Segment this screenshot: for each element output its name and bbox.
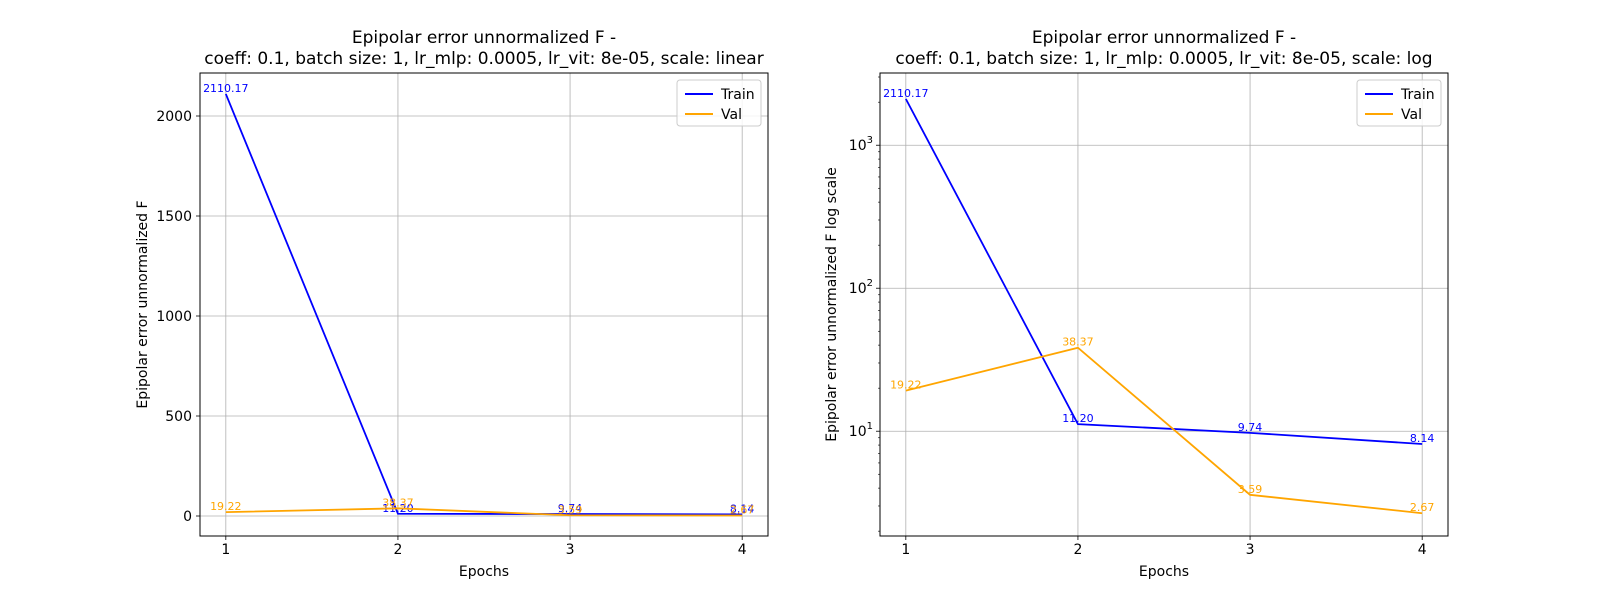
legend-label-train: Train	[720, 87, 755, 103]
x-tick-label: 3	[566, 542, 575, 558]
x-tick-label: 2	[1073, 542, 1082, 558]
legend-label-val: Val	[721, 107, 742, 123]
y-tick-label: 102	[849, 278, 873, 297]
data-label: 2110.17	[883, 87, 929, 100]
x-ticks: 1 2 3 4	[901, 536, 1427, 558]
chart-title: Epipolar error unnormalized F -	[1032, 28, 1296, 48]
y-tick-label: 0	[183, 509, 192, 525]
data-label: 3.59	[1238, 483, 1263, 496]
y-ticks: 0 500 1000 1500 2000	[156, 109, 200, 525]
chart-panel-1: 1 2 3 4 0 500 1000 1500 2000 Epochs Epipolar error…	[135, 28, 769, 580]
legend: Train Val	[1356, 79, 1442, 127]
x-tick-label: 3	[1246, 542, 1255, 558]
data-label: 2110.17	[203, 82, 249, 95]
grid	[200, 73, 768, 536]
y-tick-label: 1000	[156, 309, 192, 325]
series-line-val	[225, 507, 743, 517]
y-tick-label: 2000	[156, 109, 192, 125]
data-label: 8.14	[1410, 432, 1435, 445]
series-line-train	[905, 98, 1423, 445]
chart-subtitle: coeff: 0.1, batch size: 1, lr_mlp: 0.000…	[204, 49, 763, 69]
chart-panel-2: 1 2 3 4 101 102 103 Epochs Epipolar error unnorm…	[824, 28, 1449, 580]
grid	[880, 73, 1448, 536]
x-tick-label: 4	[1418, 542, 1427, 558]
legend: Train Val	[676, 79, 762, 127]
series-line-train	[224, 93, 743, 516]
chart-title: Epipolar error unnormalized F -	[352, 28, 616, 48]
x-axis-label: Epochs	[459, 564, 509, 580]
y-tick-label: 103	[849, 135, 873, 154]
y-ticks: 101 102 103	[849, 135, 880, 440]
y-axis-label: Epipolar error unnormalized F	[135, 200, 151, 408]
axes-frame	[879, 72, 1449, 537]
series-val: 19.22 38.37 3.59 2.67	[890, 336, 1434, 515]
x-ticks: 1 2 3 4	[221, 536, 747, 558]
data-label: 8.14	[730, 502, 755, 515]
x-tick-label: 4	[738, 542, 747, 558]
data-label: 2.67	[1410, 501, 1435, 514]
axes-frame	[199, 72, 769, 537]
series-val: 19.22 38.37 3.59 2.67	[210, 496, 754, 516]
x-tick-label: 2	[393, 542, 402, 558]
data-label: 2.67	[730, 503, 755, 516]
legend-label-val: Val	[1401, 107, 1422, 123]
legend-label-train: Train	[1400, 87, 1435, 103]
chart-subtitle: coeff: 0.1, batch size: 1, lr_mlp: 0.000…	[895, 49, 1432, 69]
data-label: 38.37	[382, 496, 414, 509]
y-tick-label: 101	[849, 421, 873, 440]
series-line-val	[905, 346, 1423, 515]
data-label: 19.22	[210, 500, 242, 513]
x-axis-label: Epochs	[1139, 564, 1189, 580]
y-tick-label: 500	[165, 409, 192, 425]
data-label: 19.22	[890, 379, 922, 392]
data-label: 9.74	[1238, 421, 1263, 434]
data-label: 11.20	[1062, 412, 1094, 425]
data-label: 9.74	[558, 502, 583, 515]
x-tick-label: 1	[221, 542, 230, 558]
y-tick-label: 1500	[156, 209, 192, 225]
x-tick-label: 1	[901, 542, 910, 558]
y-axis-label: Epipolar error unnormalized F log scale	[824, 167, 840, 441]
series-train: 2110.17 11.20 9.74 8.14	[883, 87, 1434, 445]
data-label: 38.37	[1062, 336, 1094, 349]
data-label: 3.59	[558, 503, 583, 516]
